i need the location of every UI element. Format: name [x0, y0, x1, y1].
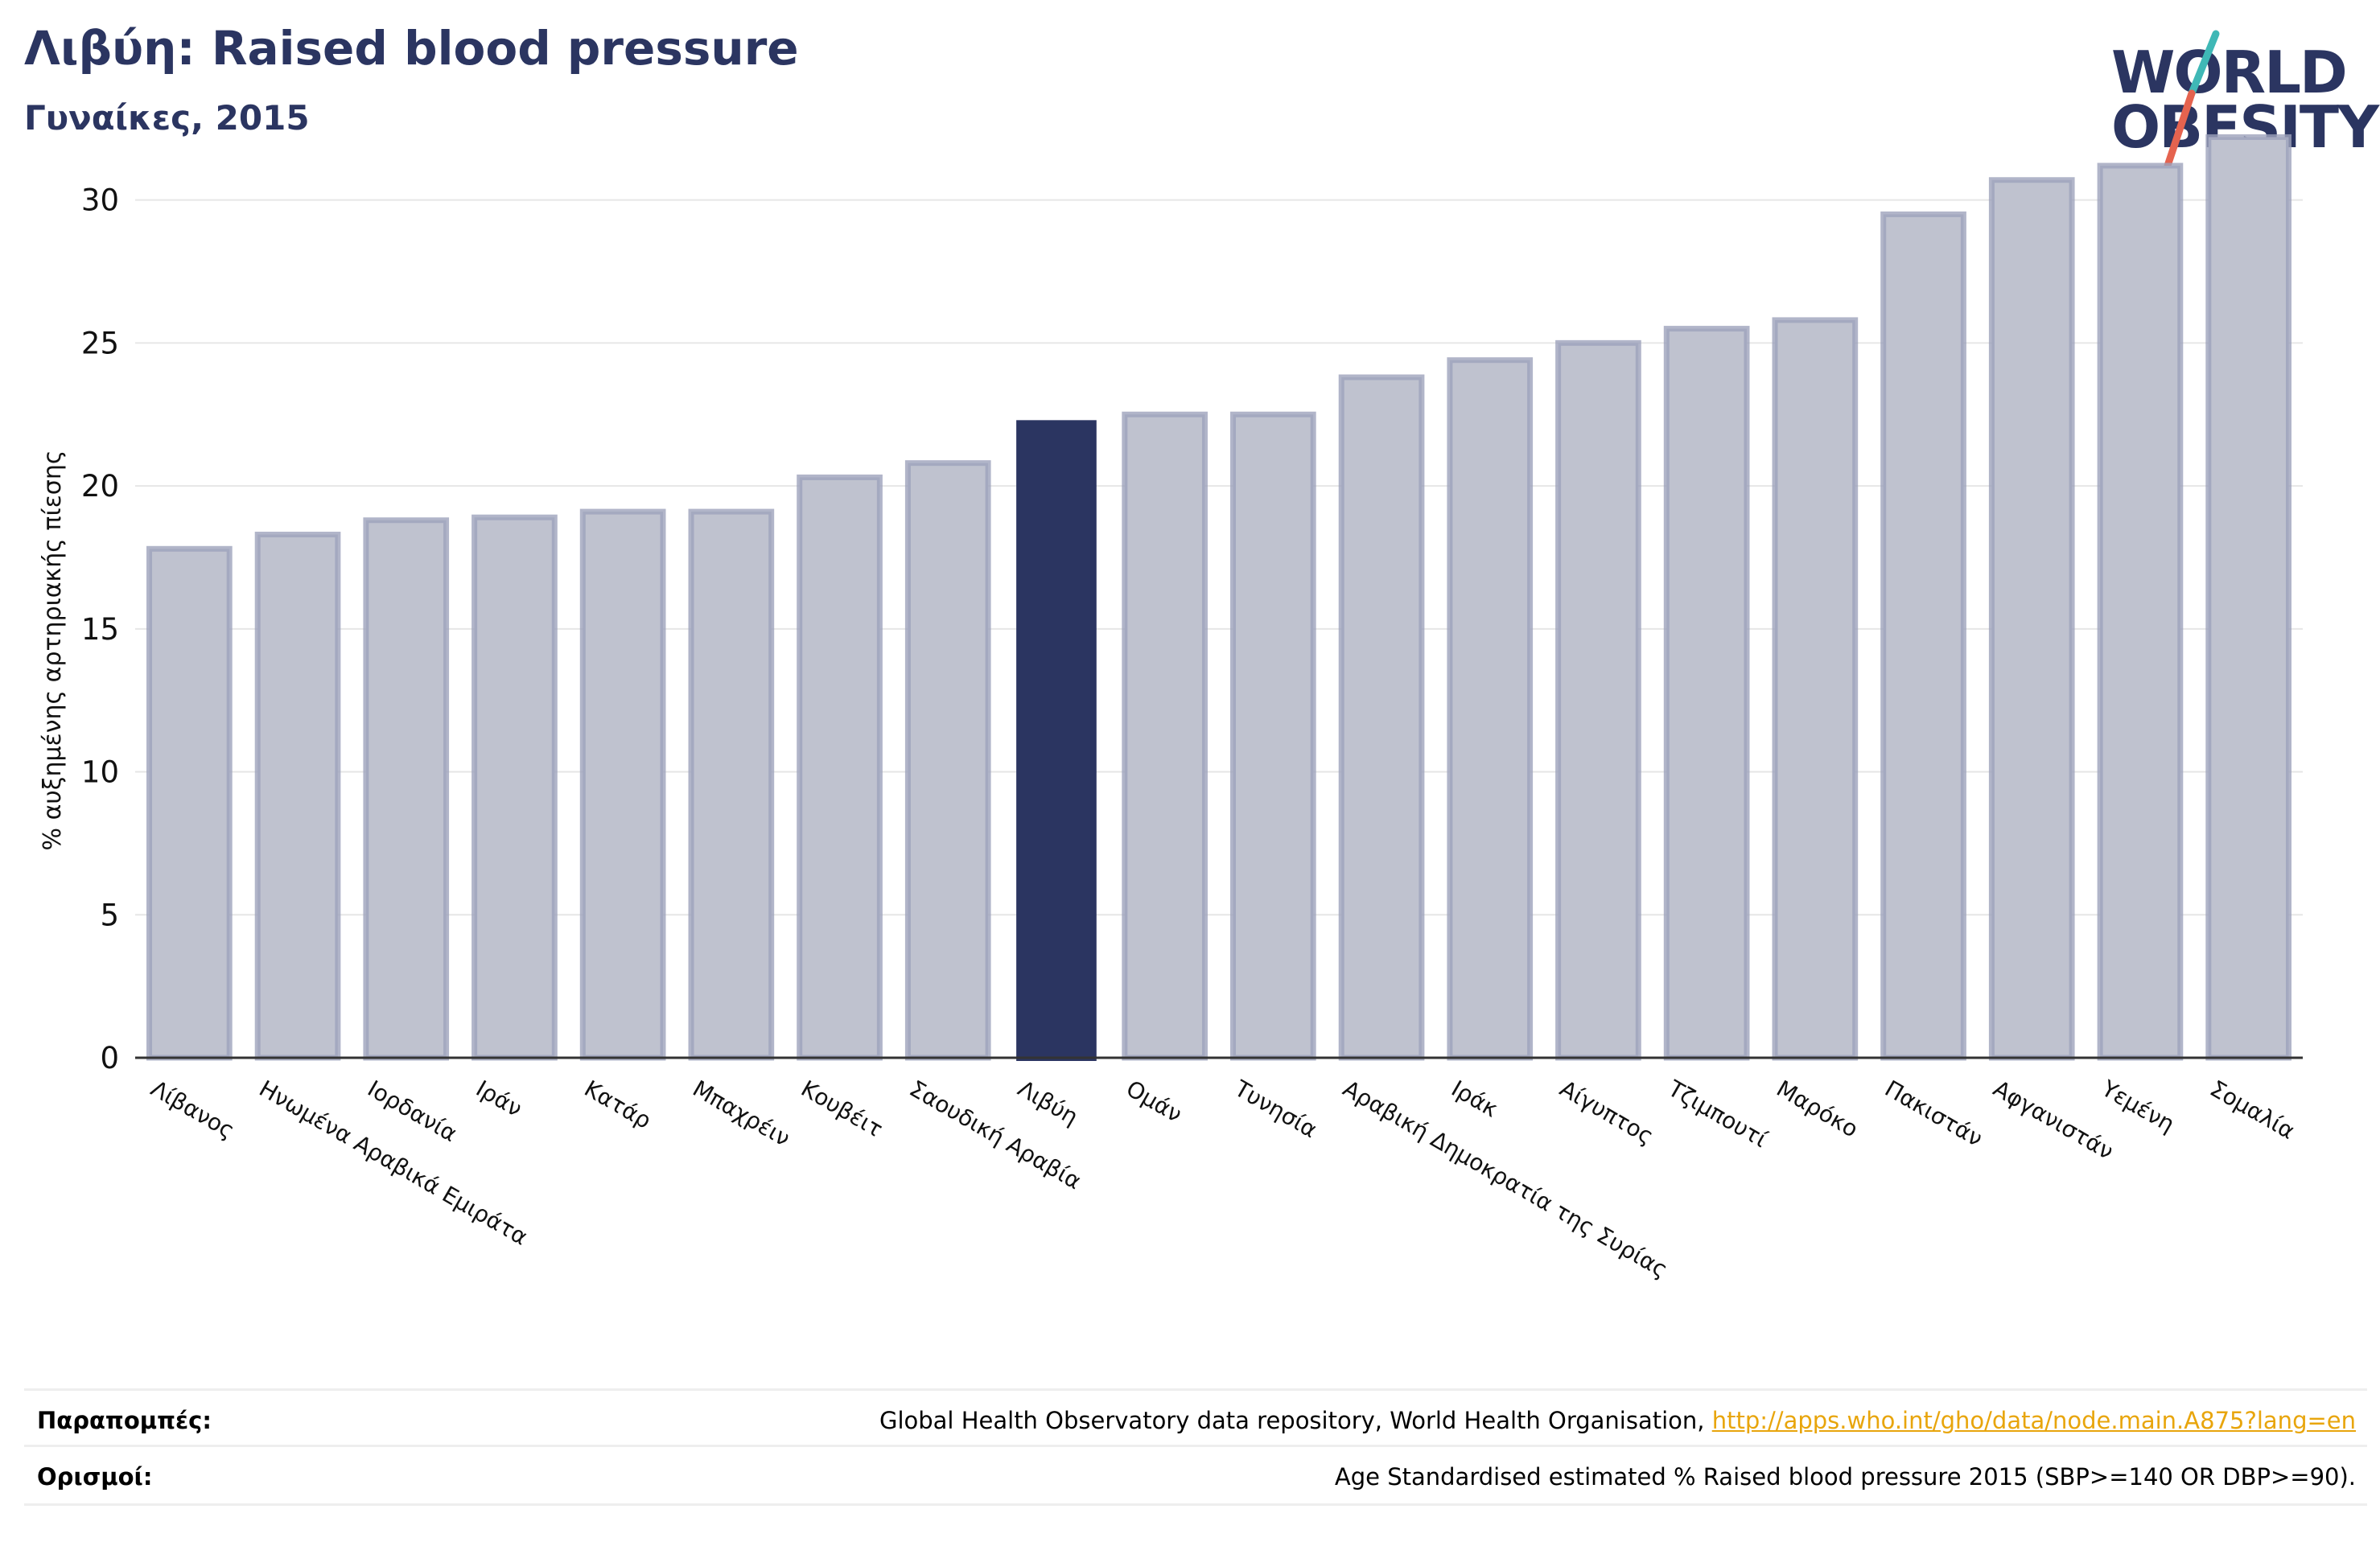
bar — [2205, 134, 2291, 1061]
references-value: Global Health Observatory data repositor… — [879, 1407, 2356, 1434]
bar — [2097, 162, 2184, 1061]
x-tick-label: Πακιστάν — [1880, 1075, 1987, 1152]
y-tick-label: 30 — [81, 183, 119, 218]
x-tick-label: Μπαχρέιν — [688, 1075, 794, 1151]
bar — [1772, 317, 1859, 1061]
y-tick-label: 10 — [81, 755, 119, 790]
bar — [1016, 420, 1097, 1061]
y-tick-label: 25 — [81, 326, 119, 360]
bar — [1663, 326, 1750, 1061]
x-tick-label: Ιράκ — [1447, 1075, 1502, 1122]
bar — [1122, 411, 1208, 1061]
bar — [1555, 339, 1641, 1061]
x-tick-label: Υεμένη — [2097, 1075, 2180, 1137]
y-tick-label: 5 — [100, 898, 119, 932]
x-tick-label: Ιράν — [471, 1075, 527, 1122]
definitions-label: Ορισμοί: — [37, 1463, 153, 1491]
references-link[interactable]: http://apps.who.int/gho/data/node.main.A… — [1711, 1407, 2356, 1434]
bar — [904, 460, 991, 1061]
chart-title: Λιβύη: Raised blood pressure — [24, 21, 799, 76]
x-tick-label: Λιβύη — [1013, 1075, 1082, 1130]
x-tick-label: Ομάν — [1122, 1075, 1187, 1128]
references-row: Παραπομπές: Global Health Observatory da… — [24, 1388, 2367, 1447]
bar — [1447, 357, 1534, 1061]
definitions-text: Age Standardised estimated % Raised bloo… — [1334, 1463, 2356, 1491]
bar — [579, 508, 666, 1061]
logo-slash-icon — [2164, 30, 2220, 170]
bar — [1338, 374, 1425, 1061]
bar — [363, 517, 450, 1061]
references-text: Global Health Observatory data repositor… — [879, 1407, 1712, 1434]
x-tick-label: Κατάρ — [580, 1075, 656, 1134]
bar-chart: 0 5 10 15 20 25 30 % αυξημένης αρτηριακής πίεση… — [39, 134, 2303, 1283]
y-tick-label: 0 — [100, 1041, 119, 1075]
bar — [688, 508, 775, 1061]
bar — [146, 545, 233, 1061]
definitions-row: Ορισμοί: Age Standardised estimated % Ra… — [24, 1445, 2367, 1506]
logo-line-1: WORLD — [2111, 39, 2348, 106]
y-tick-label: 15 — [81, 612, 119, 647]
world-obesity-logo: WORLD OBESITY — [2092, 21, 2379, 174]
references-label: Παραπομπές: — [37, 1407, 212, 1434]
x-tick-label: Τυνησία — [1229, 1075, 1322, 1143]
x-tick-label: Λίβανος — [146, 1075, 239, 1144]
bar — [1230, 411, 1316, 1061]
x-tick-label: Μαρόκο — [1772, 1075, 1863, 1142]
x-tick-label: Ιορδανία — [363, 1075, 461, 1147]
y-axis-label: % αυξημένης αρτηριακής πίεσης — [39, 450, 67, 851]
x-tick-label: Τζιμπουτί — [1663, 1075, 1773, 1153]
y-tick-label: 20 — [81, 469, 119, 504]
bar — [1988, 177, 2075, 1061]
bar — [471, 514, 558, 1061]
bar — [1880, 211, 1966, 1061]
x-tick-label: Αίγυπτος — [1555, 1075, 1658, 1149]
chart-subtitle: Γυναίκες, 2015 — [24, 98, 310, 138]
bar — [254, 532, 341, 1061]
x-tick-label: Αφγανιστάν — [1989, 1075, 2119, 1165]
x-tick-label: Κουβέιτ — [797, 1075, 887, 1142]
x-tick-label: Σομαλία — [2205, 1075, 2300, 1144]
bar — [797, 474, 883, 1061]
